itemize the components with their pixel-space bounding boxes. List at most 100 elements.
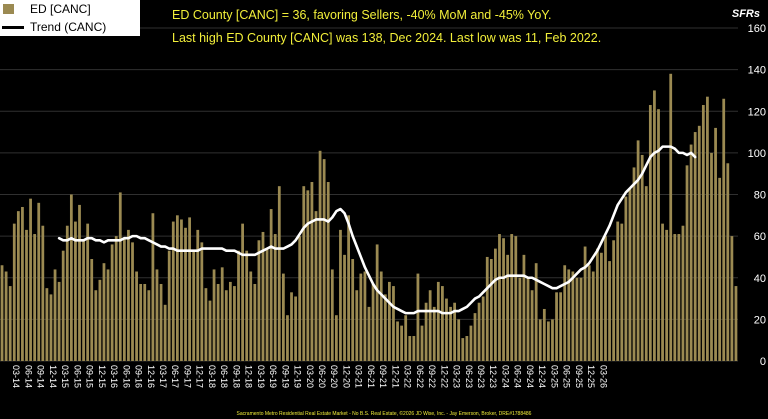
x-tick-label: 12-14	[48, 365, 58, 388]
bar	[441, 286, 444, 361]
bar	[624, 196, 628, 361]
bar	[8, 286, 12, 361]
x-tick-label: 03-22	[403, 365, 413, 388]
bar	[98, 279, 102, 361]
bar	[277, 186, 281, 361]
bar	[514, 236, 518, 362]
legend-item-bars: ED [CANC]	[0, 0, 140, 18]
bar	[506, 254, 510, 361]
bar	[94, 290, 98, 361]
bar	[314, 211, 318, 361]
x-tick-label: 06-21	[366, 365, 376, 388]
bar	[489, 259, 493, 361]
bar	[473, 313, 477, 361]
x-tick-label: 12-16	[146, 365, 156, 388]
legend-item-trend: Trend (CANC)	[0, 18, 140, 36]
x-tick-label: 03-24	[500, 365, 510, 388]
bar	[412, 336, 416, 361]
bar	[640, 154, 644, 361]
bar	[143, 283, 147, 361]
bar	[555, 292, 558, 361]
bar	[159, 283, 163, 361]
bar	[648, 105, 652, 361]
bar	[228, 281, 232, 361]
x-tick-label: 06-23	[464, 365, 474, 388]
bar	[726, 163, 730, 361]
bar	[722, 98, 726, 361]
legend-trend-label: Trend (CANC)	[30, 20, 107, 34]
bar	[151, 213, 155, 361]
bar	[334, 315, 338, 361]
trend-swatch	[2, 26, 24, 29]
bar	[216, 283, 220, 361]
x-tick-label: 09-14	[36, 365, 46, 388]
bar	[551, 319, 554, 362]
bar	[502, 238, 505, 361]
y-tick-label: 140	[748, 65, 766, 77]
bar	[322, 159, 326, 361]
bar	[253, 283, 257, 361]
bar	[237, 250, 240, 361]
bar	[351, 259, 355, 361]
y-tick-label: 160	[748, 23, 766, 35]
bar	[363, 271, 367, 361]
x-tick-label: 03-20	[305, 365, 315, 388]
bar	[196, 229, 200, 361]
bar	[718, 177, 722, 361]
headline-line-2: Last high ED County [CANC] was 138, Dec …	[172, 31, 602, 45]
bar	[78, 204, 81, 361]
bar	[212, 269, 216, 361]
bar	[396, 321, 399, 361]
bar	[428, 290, 432, 361]
bar	[16, 211, 20, 361]
y-tick-label: 120	[748, 106, 766, 118]
bar	[220, 267, 224, 361]
bar	[632, 167, 636, 361]
bar	[29, 198, 32, 361]
bar	[347, 215, 350, 361]
bar	[400, 325, 403, 361]
x-tick-label: 03-14	[11, 365, 21, 388]
bar	[591, 271, 595, 361]
bar-series	[0, 73, 738, 362]
bar	[604, 236, 607, 362]
bar	[579, 277, 583, 361]
bar	[204, 288, 208, 361]
bar	[184, 227, 187, 361]
y-tick-label: 80	[754, 190, 766, 202]
bar	[559, 292, 563, 361]
x-tick-label: 12-22	[439, 365, 449, 388]
bar	[436, 281, 440, 361]
bar	[188, 217, 191, 361]
x-tick-label: 03-15	[60, 365, 70, 388]
bar	[147, 290, 151, 361]
bar	[620, 223, 624, 361]
bar	[673, 234, 677, 361]
bar	[693, 132, 697, 361]
x-tick-label: 09-20	[329, 365, 339, 388]
bar	[233, 286, 236, 361]
bar	[367, 306, 371, 361]
bar	[563, 265, 567, 361]
bar	[701, 105, 705, 361]
bar	[224, 290, 228, 361]
trend-line	[57, 145, 697, 315]
bar	[424, 302, 428, 361]
x-tick-label: 12-18	[244, 365, 254, 388]
bar	[453, 302, 457, 361]
bar	[310, 182, 314, 361]
x-tick-label: 06-18	[219, 365, 229, 388]
bar	[636, 140, 640, 361]
bar	[420, 325, 424, 361]
bar	[583, 246, 587, 361]
bar	[388, 281, 391, 361]
bar	[734, 286, 738, 361]
bar	[359, 273, 363, 361]
bar	[286, 315, 289, 361]
bar	[106, 269, 110, 361]
bar	[37, 202, 41, 361]
bar	[4, 271, 8, 361]
x-tick-label: 12-20	[341, 365, 351, 388]
bar	[171, 221, 175, 361]
